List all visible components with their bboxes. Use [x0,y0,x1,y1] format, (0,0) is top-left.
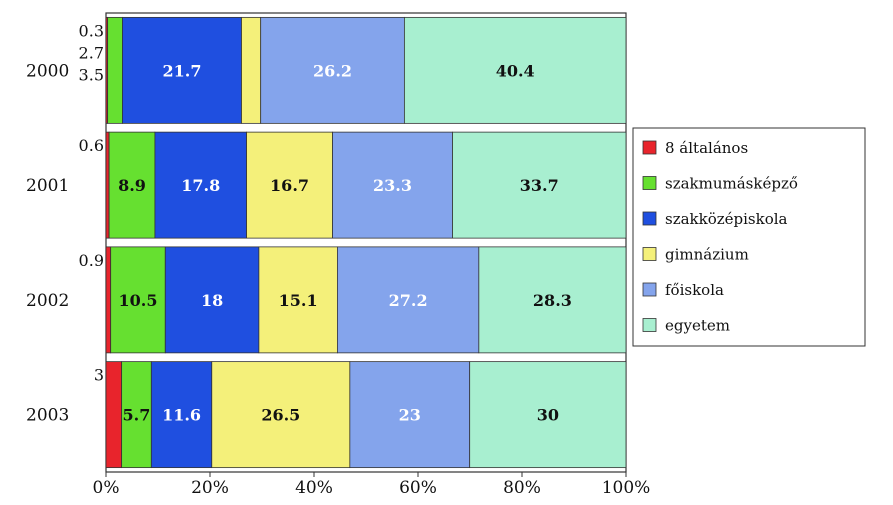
legend-frame [632,127,866,347]
legend: 8 általános szakmumásképző szakközépiskola… [632,127,866,347]
x-tick-label-1: 20% [191,478,229,498]
data-label-small-2002-0: 0.9 [79,251,104,270]
data-label-2002-series-2: 18 [201,291,223,310]
bar-2001-series-1 [108,131,156,239]
category-label-group: 2000 2001 2002 2003 [26,61,69,425]
data-label-2002-series-5: 28.3 [533,291,572,310]
bar-2002-series-1 [110,246,166,354]
legend-swatch-2 [642,211,657,226]
bar-2003-series-1 [121,361,152,469]
data-label-small-2001-0: 0.6 [79,136,104,155]
bar-group [105,16,627,469]
data-label-2002-series-4: 27.2 [389,291,428,310]
bar-2000-series-2 [122,16,242,124]
data-label-2001-series-1: 8.9 [118,176,146,195]
data-label-group: 21.7 26.2 40.4 0.3 2.7 3.5 8.9 17.8 16.7 23.3 33.7… [79,21,572,424]
data-label-2001-series-4: 23.3 [373,176,412,195]
x-tick-label-3: 60% [399,478,437,498]
legend-swatch-3 [642,247,657,261]
bar-2002-series-4 [336,246,480,354]
bar-2003-series-5 [469,361,627,469]
bar-2002-series-2 [164,246,260,354]
legend-label-4: főiskola [665,281,724,299]
data-label-2002-series-1: 10.5 [118,291,157,310]
data-label-2000-series-2: 21.7 [162,61,201,80]
bar-2003-series-3 [211,361,351,469]
bar-2001-series-0 [105,131,110,239]
data-label-small-2000-1: 2.7 [79,43,104,62]
data-label-small-2003-0: 3 [94,366,104,385]
data-label-2001-series-5: 33.7 [520,176,559,195]
data-label-2002-series-3: 15.1 [279,291,318,310]
data-label-2003-series-2: 11.6 [162,406,201,425]
data-label-2003-series-4: 23 [399,406,421,425]
category-label-2003: 2003 [26,406,69,426]
data-label-2001-series-2: 17.8 [181,176,220,195]
x-tick-label-0: 0% [93,478,120,498]
data-label-2003-series-5: 30 [537,406,559,425]
bar-2003-series-4 [349,361,471,469]
bar-2002-series-0 [105,246,112,354]
bar-2000-series-1 [107,16,123,124]
category-label-2002: 2002 [26,291,69,311]
legend-label-3: gimnázium [665,246,749,264]
bar-2001-series-4 [332,131,453,239]
bar-2002-series-3 [258,246,338,354]
data-label-2003-series-3: 26.5 [261,406,300,425]
plot-frame [105,12,627,473]
bar-2000-series-5 [403,16,627,124]
legend-label-0: 8 általános [665,139,748,157]
bar-2000-series-4 [260,16,405,124]
legend-swatch-0 [642,140,657,155]
bar-2003-series-0 [105,361,123,469]
x-tick-group: 0% 20% 40% 60% 80% 100% [93,472,651,498]
data-label-2000-series-5: 40.4 [496,61,535,80]
bar-2003-series-2 [150,361,213,469]
x-tick-label-5: 100% [602,478,651,498]
x-tick-label-2: 40% [295,478,333,498]
x-tick-label-4: 80% [503,478,541,498]
legend-label-5: egyetem [665,317,730,335]
legend-swatch-5 [642,318,657,332]
legend-swatch-4 [642,282,657,297]
bar-2001-series-5 [452,131,627,239]
bar-2001-series-2 [154,131,247,239]
data-label-small-2000-0: 0.3 [79,21,104,40]
bar-2002-series-5 [478,246,627,354]
legend-label-2: szakközépiskola [665,210,788,228]
data-label-small-2000-2: 3.5 [79,65,104,84]
bar-2001-series-3 [246,131,333,239]
data-label-2000-series-4: 26.2 [313,61,352,80]
data-label-2003-series-1: 5.7 [123,406,151,425]
legend-label-1: szakmumásképző [665,175,798,193]
legend-swatch-1 [642,176,657,190]
data-label-2001-series-3: 16.7 [270,176,309,195]
category-label-2001: 2001 [26,176,69,196]
category-label-2000: 2000 [26,61,69,81]
bar-2000-series-3 [241,16,262,124]
